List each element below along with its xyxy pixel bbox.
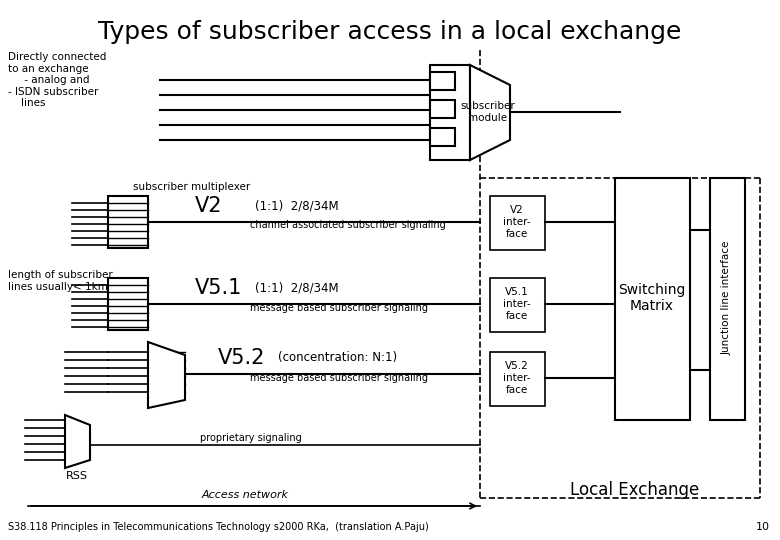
Text: Directly connected
to an exchange
     - analog and
- ISDN subscriber
    lines: Directly connected to an exchange - anal… (8, 52, 106, 109)
Bar (490, 278, 545, 332)
Text: message based subscriber signaling: message based subscriber signaling (250, 373, 428, 383)
Text: Access network: Access network (201, 490, 289, 500)
Text: Types of subscriber access in a local exchange: Types of subscriber access in a local ex… (98, 20, 682, 44)
Bar (108, 278, 148, 330)
Text: S38.118 Principles in Telecommunications Technology s2000 RKa,  (translation A.P: S38.118 Principles in Telecommunications… (8, 522, 429, 532)
Text: (concentration: N:1): (concentration: N:1) (278, 352, 397, 365)
Bar (615, 178, 690, 420)
Bar (430, 128, 455, 146)
Bar (65, 430, 90, 455)
Text: channel associated subscriber signaling: channel associated subscriber signaling (250, 220, 445, 230)
Text: 10: 10 (756, 522, 770, 532)
Text: message based subscriber signaling: message based subscriber signaling (250, 303, 428, 313)
Bar (430, 72, 455, 90)
Text: length of subscriber
lines usually< 1km: length of subscriber lines usually< 1km (8, 270, 113, 292)
Polygon shape (148, 342, 185, 408)
Bar (490, 196, 545, 250)
Text: V5.2: V5.2 (218, 348, 265, 368)
Bar (710, 178, 745, 420)
Bar (490, 352, 545, 406)
Text: proprietary signaling: proprietary signaling (200, 433, 302, 443)
Text: V2: V2 (195, 196, 222, 216)
Text: (1:1)  2/8/34M: (1:1) 2/8/34M (255, 199, 339, 213)
Text: (1:1)  2/8/34M: (1:1) 2/8/34M (255, 281, 339, 294)
Polygon shape (65, 415, 90, 468)
Bar (430, 65, 470, 160)
Bar (430, 100, 455, 118)
Bar (108, 196, 148, 248)
Text: subscriber multiplexer: subscriber multiplexer (133, 182, 250, 192)
Text: V5.1: V5.1 (195, 278, 243, 298)
Text: Local Exchange: Local Exchange (570, 481, 699, 499)
Polygon shape (470, 65, 510, 160)
Text: subscriber
module: subscriber module (461, 101, 516, 123)
Text: V2
inter-
face: V2 inter- face (503, 205, 531, 239)
Text: V5.2
inter-
face: V5.2 inter- face (503, 361, 531, 395)
Text: Junction line interface: Junction line interface (722, 241, 732, 355)
Text: V5.1
inter-
face: V5.1 inter- face (503, 287, 531, 321)
Text: Switching
Matrix: Switching Matrix (619, 283, 686, 313)
Text: RSS: RSS (66, 471, 88, 481)
